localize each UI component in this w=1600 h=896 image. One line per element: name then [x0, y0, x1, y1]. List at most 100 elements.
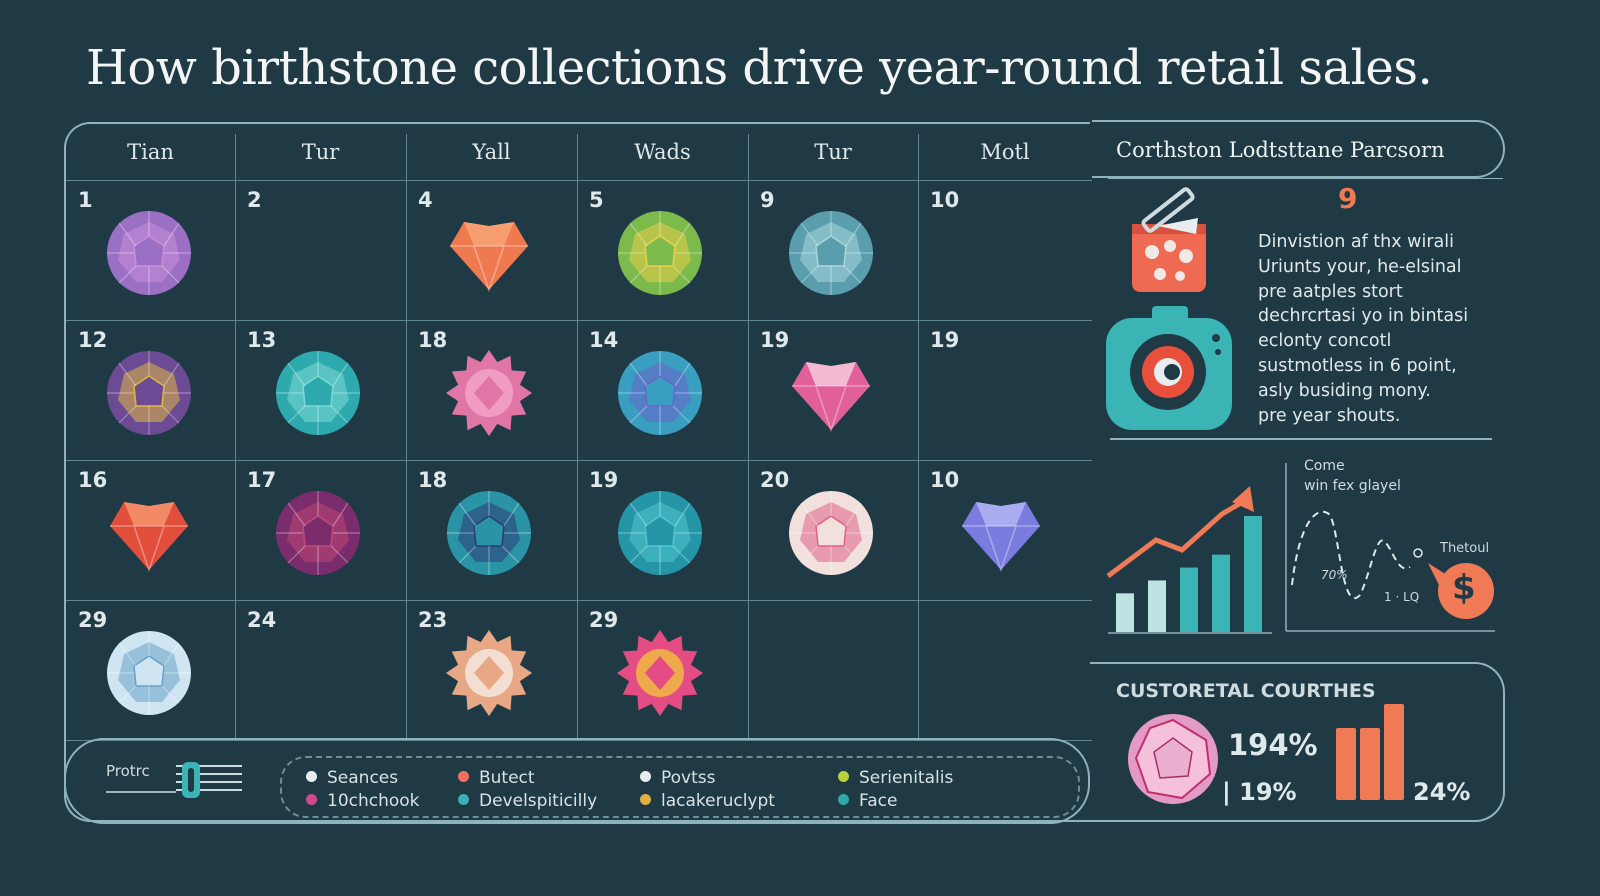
- heart-gemstone-icon: [110, 502, 188, 573]
- description-line: dechrcrtasi yo in bintasi: [1258, 306, 1469, 327]
- chart-pct: 70%: [1321, 568, 1348, 582]
- dollar-badge-icon: [1438, 563, 1494, 619]
- day-header: Tur: [301, 140, 340, 164]
- growth-bar: [1212, 554, 1230, 632]
- day-number: 16: [78, 468, 108, 492]
- description-line: Uriunts your, he-elsinal: [1258, 256, 1462, 277]
- day-number: 19: [760, 328, 790, 352]
- dollar-symbol: $: [1452, 568, 1476, 608]
- day-number: 17: [247, 468, 277, 492]
- legend-item: Face: [838, 791, 897, 811]
- grid-line: [66, 740, 1092, 741]
- grid-line: [235, 134, 236, 740]
- day-number: 24: [247, 608, 277, 632]
- calendar-cell[interactable]: 16: [66, 460, 235, 600]
- calendar-cell[interactable]: 17: [235, 460, 406, 600]
- calendar-cell[interactable]: 4: [406, 180, 577, 320]
- mini-bar-chart: [1336, 704, 1404, 800]
- chart-label: win fex glayel: [1304, 478, 1401, 494]
- day-header: Tur: [814, 140, 852, 164]
- panel-description: Dinvistion af thx wirali Uriunts your, he…: [1258, 230, 1468, 428]
- grid-line: [577, 134, 578, 740]
- legend-label: Serienitalis: [859, 768, 954, 788]
- day-number: 18: [418, 468, 448, 492]
- legend-item: Develspiticilly: [458, 791, 597, 811]
- legend-dot: [838, 771, 849, 782]
- stat-bar: [1384, 704, 1404, 800]
- chart-label: Come: [1304, 458, 1345, 474]
- calendar-cell[interactable]: 23: [406, 600, 577, 740]
- day-number: 18: [418, 328, 448, 352]
- growth-bar: [1116, 593, 1134, 632]
- grid-line: [918, 134, 919, 740]
- day-number: 19: [589, 468, 619, 492]
- calendar-cell[interactable]: 1: [66, 180, 235, 320]
- grid-line: [406, 134, 407, 740]
- camera-icon: [1106, 306, 1232, 430]
- day-header: Tian: [127, 140, 174, 164]
- day-number: 9: [760, 188, 775, 212]
- calendar-cell[interactable]: 2: [235, 180, 406, 320]
- day-number: 10: [930, 188, 960, 212]
- calendar-cell[interactable]: 18: [406, 320, 577, 460]
- calendar-cell[interactable]: 12: [66, 320, 235, 460]
- round-gemstone-icon: [107, 211, 191, 295]
- legend-dot: [640, 771, 651, 782]
- description-line: asly busiding mony.: [1258, 380, 1431, 401]
- calendar-cell[interactable]: 19: [918, 320, 1092, 460]
- legend-item: Seances: [306, 768, 398, 788]
- legend-dot: [306, 771, 317, 782]
- round-gemstone-icon: [618, 351, 702, 435]
- legend-label: Seances: [327, 768, 399, 788]
- stats-title: CUSTORETAL COURTHES: [1116, 680, 1376, 702]
- calendar-cell[interactable]: 14: [577, 320, 748, 460]
- calendar-cell[interactable]: [748, 600, 918, 740]
- calendar-cell[interactable]: 20: [748, 460, 918, 600]
- grid-line: [748, 134, 749, 740]
- stat-bar: [1360, 728, 1380, 800]
- heart-gemstone-icon: [962, 502, 1040, 573]
- calendar-cell[interactable]: 10: [918, 180, 1092, 320]
- day-number: 2: [247, 188, 262, 212]
- legend-item: Povtss: [640, 768, 716, 788]
- legend-item: Butect: [458, 768, 535, 788]
- day-number: 10: [930, 468, 960, 492]
- legend-label: Butect: [479, 768, 535, 788]
- trend-arrow: [1106, 497, 1248, 578]
- growth-bar: [1244, 516, 1262, 632]
- legend-label: 10chchook: [327, 791, 420, 811]
- legend-item: lacakeruclypt: [640, 791, 775, 811]
- growth-bar: [1148, 580, 1166, 632]
- description-line: eclonty concotl: [1258, 331, 1392, 352]
- calendar-cell[interactable]: 9: [748, 180, 918, 320]
- calendar-cell[interactable]: 19: [748, 320, 918, 460]
- book-lines-icon: [106, 762, 242, 798]
- flower-gemstone-icon: [446, 350, 532, 436]
- calendar-cell[interactable]: 19: [577, 460, 748, 600]
- legend-label: Develspiticilly: [479, 791, 598, 811]
- currency-symbol: 9: [1338, 182, 1358, 215]
- grid-line: [66, 460, 1092, 461]
- chart-side-label: Thetoul: [1440, 541, 1490, 556]
- calendar-cell[interactable]: [918, 600, 1092, 740]
- calendar-cell[interactable]: 13: [235, 320, 406, 460]
- calendar-cell[interactable]: 10: [918, 460, 1092, 600]
- legend-dot: [306, 794, 317, 805]
- round-gemstone-icon: [107, 631, 191, 715]
- day-header: Wads: [634, 140, 691, 164]
- icons-illustration: [1106, 187, 1232, 430]
- arrow-head-icon: [1232, 486, 1254, 512]
- calendar-cell[interactable]: 18: [406, 460, 577, 600]
- stats-box: [1090, 662, 1505, 822]
- calendar-cell[interactable]: 5: [577, 180, 748, 320]
- growth-bar: [1180, 567, 1198, 632]
- round-gemstone-icon: [107, 351, 191, 435]
- calendar-cell[interactable]: 24: [235, 600, 406, 740]
- calendar-cell[interactable]: 29: [66, 600, 235, 740]
- day-number: 12: [78, 328, 108, 352]
- calendar-cell[interactable]: 29: [577, 600, 748, 740]
- stat-secondary-value: 19%: [1239, 778, 1297, 806]
- legend-label: Povtss: [661, 768, 716, 788]
- round-gemstone-icon: [618, 491, 702, 575]
- stat-tertiary: 24%: [1413, 778, 1471, 806]
